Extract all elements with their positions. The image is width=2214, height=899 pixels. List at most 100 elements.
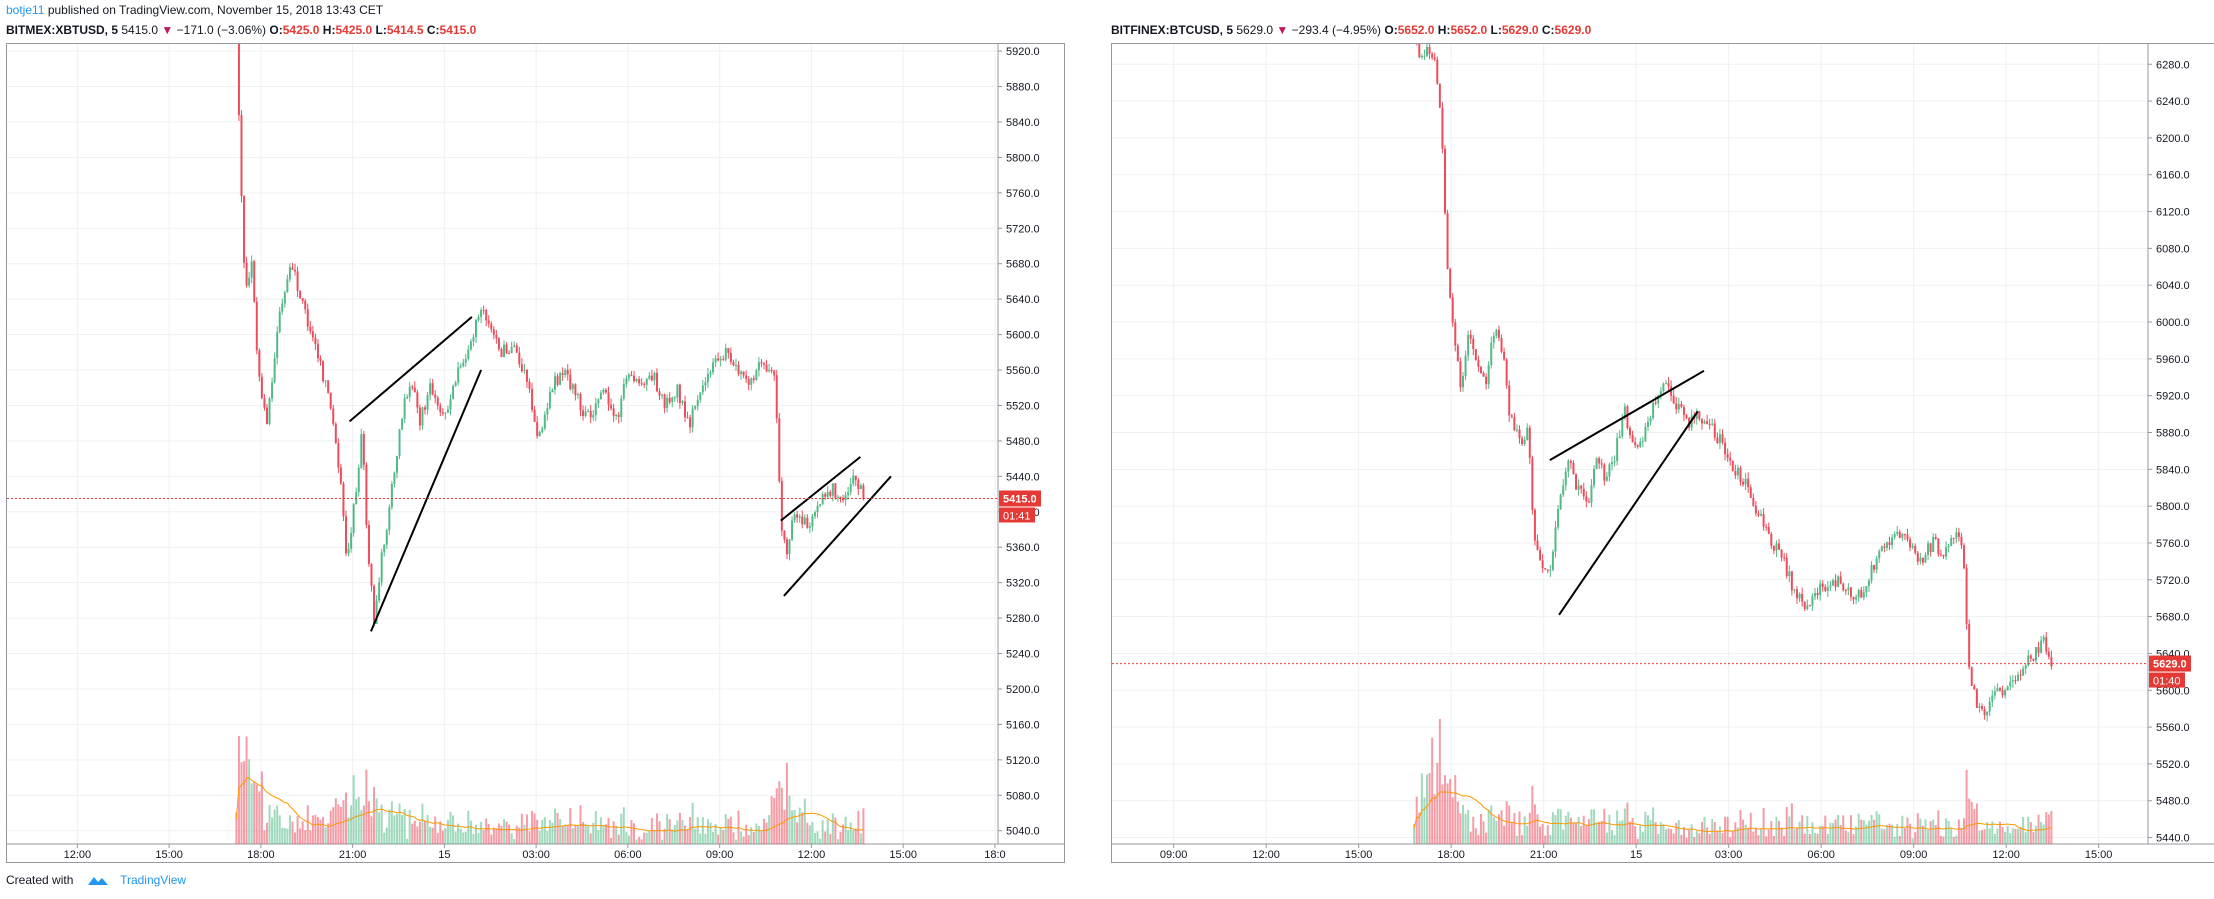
- chart-b-panel[interactable]: 5440.0 5480.0 5520.0 5560.0 5600.0 5640.0 5680…: [1111, 43, 2214, 863]
- tradingview-link[interactable]: TradingView: [120, 873, 187, 887]
- candle-body: [1754, 505, 1757, 514]
- price-tick-label: 6000.0: [2156, 317, 2190, 329]
- chart-b-low: 5629.0: [1501, 23, 1539, 37]
- volume-bar: [1842, 815, 1845, 844]
- volume-bar: [1960, 827, 1963, 844]
- volume-bar: [441, 830, 444, 844]
- volume-bar: [421, 803, 424, 844]
- volume-bar: [1549, 834, 1552, 844]
- candle-body: [1634, 442, 1637, 446]
- candle-body: [403, 398, 406, 419]
- volume-bar: [780, 787, 783, 844]
- volume-bar: [431, 827, 434, 844]
- candle-body: [554, 376, 557, 390]
- volume-bar: [477, 832, 480, 844]
- volume-bar: [1973, 809, 1976, 844]
- volume-bar: [1598, 821, 1601, 844]
- volume-bar: [1413, 824, 1416, 844]
- chart-b-symbol[interactable]: BITFINEX:BTCUSD, 5: [1111, 23, 1234, 37]
- time-tick-label: 15: [1630, 849, 1642, 861]
- candle-body: [309, 326, 312, 332]
- volume-bar: [273, 809, 276, 844]
- candle-body: [678, 384, 681, 404]
- volume-bar: [645, 832, 648, 844]
- volume-bar: [1927, 829, 1930, 844]
- candle-body: [1785, 557, 1788, 577]
- candle-body: [1937, 538, 1940, 555]
- volume-bar: [847, 830, 850, 844]
- candle-body: [704, 382, 707, 386]
- volume-bar: [1916, 813, 1919, 844]
- price-tick-label: 6200.0: [2156, 133, 2190, 145]
- candle-body: [1557, 509, 1560, 528]
- candle-body: [1932, 536, 1935, 552]
- volume-bar: [260, 771, 263, 844]
- candle-body: [801, 516, 804, 525]
- volume-bar: [732, 832, 735, 844]
- volume-bar: [829, 834, 832, 844]
- candle-body: [775, 375, 778, 419]
- candle-body: [1896, 531, 1899, 534]
- candle-body: [1505, 359, 1508, 386]
- volume-bar: [1664, 829, 1667, 844]
- candle-body: [676, 384, 679, 398]
- volume-bar: [1713, 822, 1716, 844]
- candle-body: [1821, 583, 1824, 587]
- candle-body: [523, 370, 526, 372]
- volume-bar: [2040, 822, 2043, 844]
- candle-body: [1644, 426, 1647, 442]
- candle-body: [1718, 434, 1721, 443]
- candle-body: [857, 480, 860, 490]
- volume-bar: [658, 821, 661, 844]
- volume-bar: [1873, 819, 1876, 844]
- candle-body: [1760, 514, 1763, 516]
- volume-bar: [1657, 833, 1660, 844]
- candle-body: [1659, 391, 1662, 396]
- candle-body: [1806, 605, 1809, 609]
- candle-body: [1474, 349, 1477, 361]
- volume-bar: [1459, 813, 1462, 844]
- candle-body: [640, 383, 643, 385]
- chart-a-symbol[interactable]: BITMEX:XBTUSD, 5: [6, 23, 119, 37]
- volume-bar: [1716, 830, 1719, 844]
- volume-bar: [2029, 822, 2032, 844]
- volume-bar: [576, 825, 579, 844]
- author-link[interactable]: botje11: [6, 3, 45, 17]
- chart-a-panel[interactable]: 5040.0 5080.0 5120.0 5160.0 5200.0 5240.0 5280…: [6, 43, 1065, 863]
- volume-bar: [638, 836, 641, 844]
- volume-bar: [808, 825, 811, 844]
- volume-bar: [714, 824, 717, 844]
- trendline: [783, 475, 892, 597]
- volume-bar: [2042, 824, 2045, 844]
- volume-bar: [533, 813, 536, 844]
- candle-body: [1893, 533, 1896, 538]
- volume-bar: [1909, 823, 1912, 844]
- volume-bar: [518, 827, 521, 844]
- volume-bar: [408, 809, 411, 844]
- candle-body: [2040, 640, 2043, 653]
- candle-body: [796, 514, 799, 518]
- publish-line: botje11 published on TradingView.com, No…: [6, 3, 383, 17]
- volume-bar: [245, 736, 248, 844]
- candle-body: [1927, 543, 1930, 555]
- candle-body: [1767, 527, 1770, 534]
- volume-bar: [643, 832, 646, 844]
- candle-body: [1549, 569, 1552, 571]
- volume-bar: [589, 833, 592, 844]
- candle-body: [429, 383, 432, 395]
- candle-body: [1546, 569, 1549, 571]
- volume-bar: [755, 823, 758, 844]
- volume-bar: [536, 819, 539, 844]
- chart-a-canvas[interactable]: 5040.0 5080.0 5120.0 5160.0 5200.0 5240.0 5280…: [7, 44, 1064, 862]
- candle-body: [1991, 695, 1994, 702]
- volume-bar: [301, 821, 304, 844]
- volume-bar: [1508, 805, 1511, 844]
- volume-bar: [1932, 819, 1935, 844]
- candle-body: [520, 364, 523, 371]
- price-tick-label: 5760.0: [1006, 188, 1040, 200]
- volume-bar: [1849, 815, 1852, 844]
- chart-b-canvas[interactable]: 5440.05480.05520.05560.05600.05640.05680…: [1112, 44, 2214, 862]
- volume-bar: [836, 839, 839, 844]
- volume-bar: [1644, 811, 1647, 844]
- candle-body: [1469, 334, 1472, 339]
